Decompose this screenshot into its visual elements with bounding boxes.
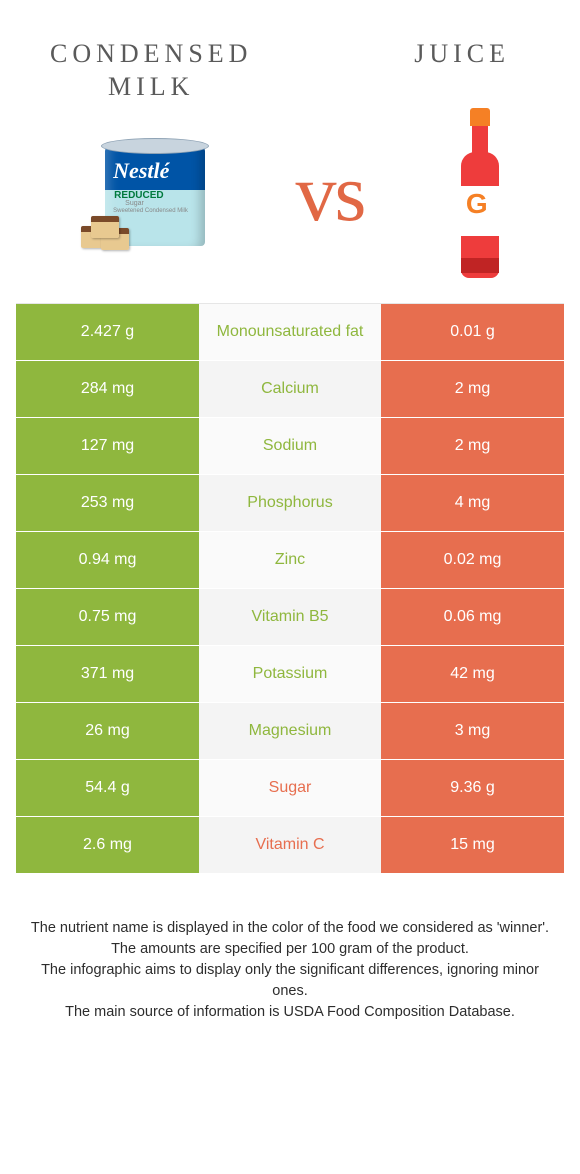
juice-bottle-icon: G <box>455 108 505 278</box>
left-value: 284 mg <box>16 361 199 417</box>
header: CONDENSED MILK JUICE <box>0 0 580 103</box>
nutrient-label: Sodium <box>199 418 381 474</box>
table-row: 0.75 mgVitamin B50.06 mg <box>16 589 564 646</box>
left-value: 0.94 mg <box>16 532 199 588</box>
nutrient-label: Sugar <box>199 760 381 816</box>
nutrient-label: Magnesium <box>199 703 381 759</box>
vs-label: vs <box>296 146 365 240</box>
right-value: 9.36 g <box>381 760 564 816</box>
left-value: 54.4 g <box>16 760 199 816</box>
table-row: 54.4 gSugar9.36 g <box>16 760 564 817</box>
nutrient-label: Phosphorus <box>199 475 381 531</box>
table-row: 371 mgPotassium42 mg <box>16 646 564 703</box>
table-row: 2.6 mgVitamin C15 mg <box>16 817 564 874</box>
right-value: 0.06 mg <box>381 589 564 645</box>
table-row: 284 mgCalcium2 mg <box>16 361 564 418</box>
table-row: 2.427 gMonounsaturated fat0.01 g <box>16 304 564 361</box>
table-row: 0.94 mgZinc0.02 mg <box>16 532 564 589</box>
right-value: 2 mg <box>381 418 564 474</box>
left-product-title: CONDENSED MILK <box>50 38 252 103</box>
left-value: 26 mg <box>16 703 199 759</box>
left-value: 2.6 mg <box>16 817 199 873</box>
table-row: 26 mgMagnesium3 mg <box>16 703 564 760</box>
left-value: 2.427 g <box>16 304 199 360</box>
right-value: 15 mg <box>381 817 564 873</box>
right-value: 0.02 mg <box>381 532 564 588</box>
footer-line: The main source of information is USDA F… <box>28 1002 552 1023</box>
right-value: 42 mg <box>381 646 564 702</box>
footer-notes: The nutrient name is displayed in the co… <box>0 874 580 1023</box>
right-value: 2 mg <box>381 361 564 417</box>
images-row: Nestlé REDUCED Sugar Sweetened Condensed… <box>0 103 580 303</box>
table-row: 127 mgSodium2 mg <box>16 418 564 475</box>
nutrient-label: Zinc <box>199 532 381 588</box>
left-value: 371 mg <box>16 646 199 702</box>
footer-line: The nutrient name is displayed in the co… <box>28 918 552 939</box>
right-product-title: JUICE <box>414 38 510 103</box>
right-value: 4 mg <box>381 475 564 531</box>
left-value: 0.75 mg <box>16 589 199 645</box>
nutrient-label: Vitamin B5 <box>199 589 381 645</box>
footer-line: The infographic aims to display only the… <box>28 960 552 1002</box>
nutrient-label: Calcium <box>199 361 381 417</box>
nutrient-label: Monounsaturated fat <box>199 304 381 360</box>
footer-line: The amounts are specified per 100 gram o… <box>28 939 552 960</box>
table-row: 253 mgPhosphorus4 mg <box>16 475 564 532</box>
condensed-milk-icon: Nestlé REDUCED Sugar Sweetened Condensed… <box>75 138 205 248</box>
left-value: 253 mg <box>16 475 199 531</box>
right-value: 0.01 g <box>381 304 564 360</box>
right-value: 3 mg <box>381 703 564 759</box>
left-value: 127 mg <box>16 418 199 474</box>
comparison-table: 2.427 gMonounsaturated fat0.01 g284 mgCa… <box>16 303 564 874</box>
nutrient-label: Potassium <box>199 646 381 702</box>
nutrient-label: Vitamin C <box>199 817 381 873</box>
